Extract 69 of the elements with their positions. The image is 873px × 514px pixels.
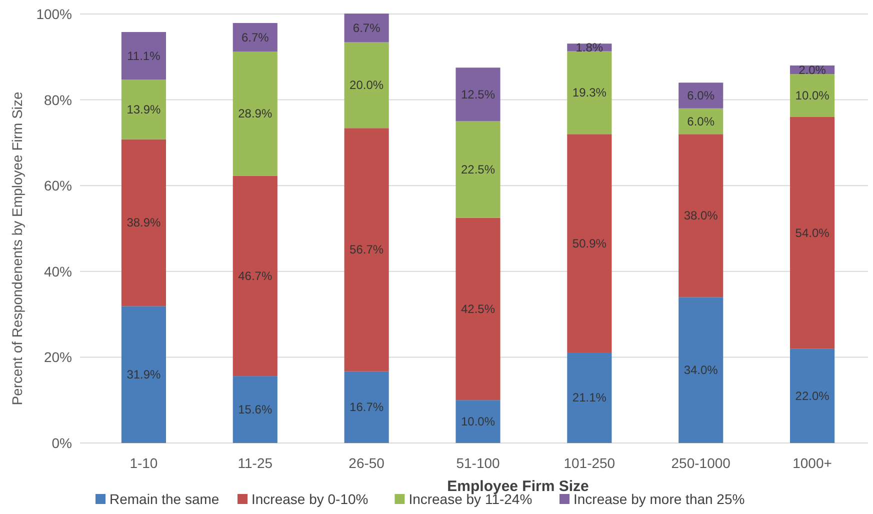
bar <box>344 14 389 42</box>
x-tick-label: 1-10 <box>130 455 158 471</box>
bar <box>678 297 724 443</box>
bar <box>678 134 724 298</box>
y-axis-title: Percent of Respondenents by Employee Firm Size <box>9 91 25 406</box>
bar <box>344 371 389 443</box>
bar <box>790 74 835 117</box>
bar <box>790 348 835 443</box>
bar <box>790 116 835 349</box>
x-tick-label: 101-250 <box>564 455 616 471</box>
data-label: 50.9% <box>572 236 607 250</box>
y-tick-label: 20% <box>44 349 72 366</box>
data-label: 22.0% <box>795 388 830 403</box>
y-tick-label: 100% <box>36 6 72 22</box>
x-tick-label: 51-100 <box>456 455 500 471</box>
x-tick-label: 11-25 <box>238 455 273 471</box>
data-label: 6.0% <box>687 114 715 128</box>
bar <box>232 52 278 176</box>
data-label: 10.0% <box>795 88 830 103</box>
data-label: 1.8% <box>576 40 604 54</box>
data-label: 21.1% <box>572 390 607 405</box>
bar <box>344 128 389 372</box>
data-label: 6.0% <box>687 88 715 103</box>
bar <box>456 68 500 122</box>
legend-label: Remain the same <box>110 491 220 507</box>
bar <box>121 139 166 306</box>
data-label: 34.0% <box>684 363 718 378</box>
x-tick-label: 1000+ <box>792 455 832 471</box>
bar <box>567 352 612 443</box>
bar <box>567 134 612 352</box>
data-label: 38.9% <box>126 216 162 230</box>
y-tick-label: 40% <box>44 263 72 280</box>
bar <box>567 51 612 134</box>
data-label: 11.1% <box>127 48 161 63</box>
data-label: 16.7% <box>350 400 384 414</box>
bar <box>232 23 278 52</box>
bar <box>232 176 278 376</box>
y-tick-label: 80% <box>44 92 72 108</box>
data-label: 10.0% <box>460 414 496 429</box>
data-label: 19.3% <box>572 86 607 100</box>
data-label: 12.5% <box>460 87 496 102</box>
data-label: 28.9% <box>238 106 272 121</box>
legend-label: Increase by 0-10% <box>252 491 368 507</box>
bar <box>456 121 500 218</box>
data-label: 31.9% <box>126 368 162 382</box>
data-label: 20.0% <box>350 78 384 92</box>
bar <box>678 82 724 108</box>
x-tick-label: 250-1000 <box>671 455 731 471</box>
data-label: 42.5% <box>460 302 496 316</box>
data-label: 54.0% <box>795 226 830 240</box>
bar <box>344 42 389 128</box>
data-label: 22.5% <box>460 162 496 177</box>
data-label: 6.7% <box>352 20 381 35</box>
bar <box>121 306 166 443</box>
data-label: 38.0% <box>684 208 718 223</box>
bar <box>456 218 500 400</box>
data-label: 13.9% <box>126 102 162 116</box>
x-tick-label: 26-50 <box>348 455 385 471</box>
data-label: 6.7% <box>241 30 270 44</box>
data-label: 2.0% <box>798 62 826 77</box>
data-label: 15.6% <box>238 402 272 417</box>
bar <box>456 400 500 443</box>
y-tick-label: 60% <box>44 178 72 194</box>
data-label: 56.7% <box>350 242 384 257</box>
bar <box>121 80 166 140</box>
bar <box>232 376 278 443</box>
data-label: 46.7% <box>238 268 272 283</box>
bar <box>121 32 166 80</box>
y-tick-label: 0% <box>52 435 72 451</box>
